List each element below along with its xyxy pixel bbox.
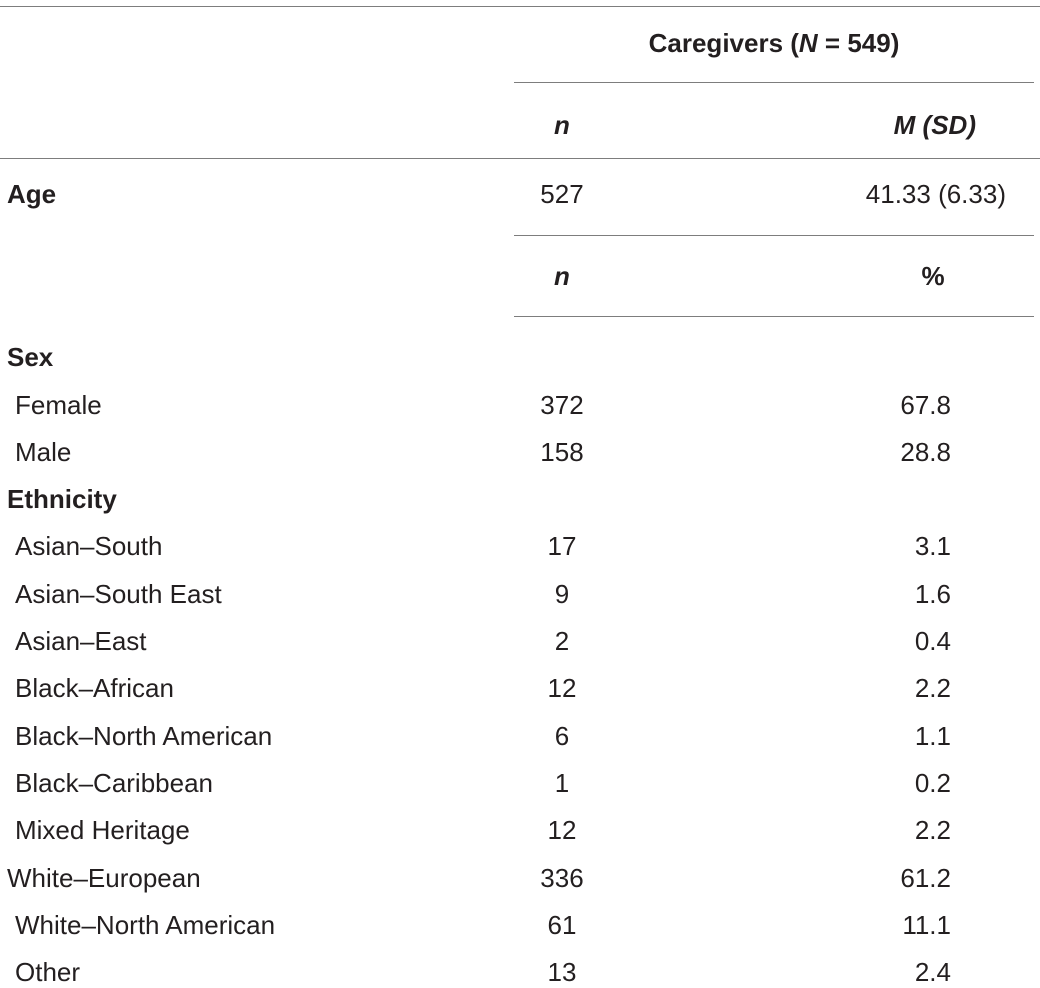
pct-header-stat: % (921, 261, 945, 291)
age-header-n: n (554, 110, 570, 140)
row-n: 2 (554, 626, 570, 656)
row-n: 61 (547, 910, 577, 940)
row-pct: 2.2 (914, 673, 951, 703)
row-pct: 0.4 (914, 626, 951, 656)
row-label: Asian–East (15, 626, 147, 656)
row-pct: 1.1 (914, 721, 951, 751)
pct-header-n: n (554, 261, 570, 291)
group-header-rule (514, 82, 1034, 83)
group-header: Caregivers (N = 549) (649, 28, 900, 58)
row-n: 12 (547, 815, 577, 845)
group-header-suffix: = 549) (817, 28, 900, 58)
row-n: 372 (540, 390, 584, 420)
row-label: White–European (7, 863, 201, 893)
row-n: 13 (547, 957, 577, 987)
row-n: 6 (554, 721, 570, 751)
age-label: Age (7, 179, 57, 209)
header-bottom-rule (0, 158, 1040, 159)
table-top-rule (0, 6, 1040, 7)
row-pct: 67.8 (900, 390, 951, 420)
row-label: Black–African (15, 673, 174, 703)
row-label: Asian–South (15, 531, 163, 561)
row-pct: 2.2 (914, 815, 951, 845)
row-pct: 2.4 (914, 957, 951, 987)
row-n: 17 (547, 531, 577, 561)
row-n: 336 (540, 863, 584, 893)
group-header-n-symbol: N (798, 28, 818, 58)
age-value: 41.33 (6.33) (865, 179, 1006, 209)
row-label: Asian–South East (15, 579, 222, 609)
row-n: 158 (540, 437, 584, 467)
age-section-rule (514, 235, 1034, 236)
row-pct: 11.1 (902, 910, 951, 940)
row-pct: 3.1 (914, 531, 951, 561)
row-n: 12 (547, 673, 577, 703)
row-pct: 28.8 (900, 437, 951, 467)
row-pct: 1.6 (914, 579, 951, 609)
row-pct: 61.2 (900, 863, 951, 893)
pct-header-rule (514, 316, 1034, 317)
row-label: Female (15, 390, 102, 420)
row-label: Mixed Heritage (15, 815, 190, 845)
row-label: Black–Caribbean (15, 768, 214, 798)
row-pct: 0.2 (914, 768, 951, 798)
age-header-stat: M (SD) (893, 110, 976, 140)
row-n: 9 (554, 579, 570, 609)
row-label: Black–North American (15, 721, 273, 751)
section-label-sex: Sex (7, 342, 54, 372)
section-label-ethnicity: Ethnicity (7, 484, 117, 514)
row-label: Male (15, 437, 72, 467)
row-label: White–North American (15, 910, 276, 940)
row-label: Other (15, 957, 81, 987)
group-header-prefix: Caregivers ( (648, 28, 799, 58)
row-n: 1 (554, 768, 570, 798)
age-n: 527 (540, 179, 584, 209)
